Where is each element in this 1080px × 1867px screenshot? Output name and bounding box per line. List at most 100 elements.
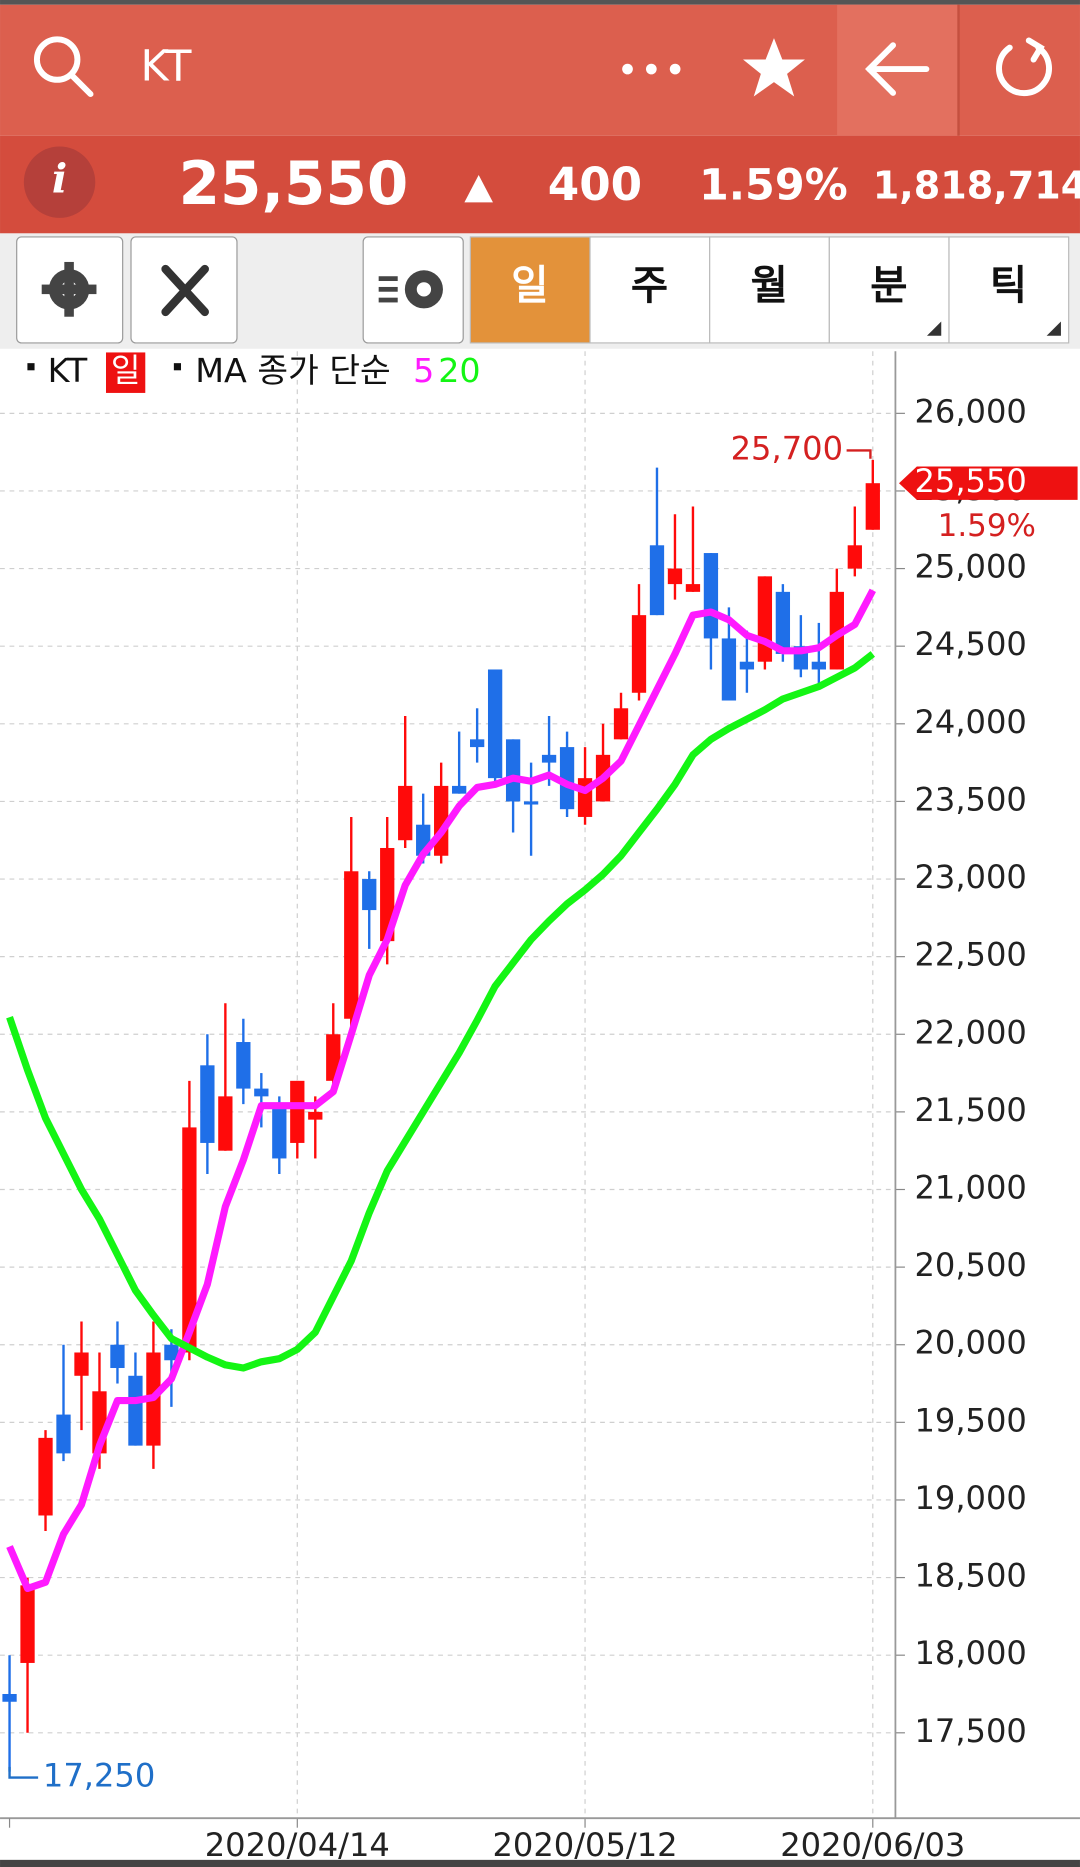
change: 400 [548, 158, 642, 211]
last-price-tag [898, 466, 1078, 500]
y-tick-label: 23,000 [914, 858, 1026, 896]
last-change-label: 1.59% [938, 508, 1036, 544]
price: 25,550 [179, 150, 409, 219]
candle-body [847, 545, 862, 569]
candle-body [38, 1437, 53, 1516]
legend-period: 일 [111, 352, 141, 390]
bottom-strip [0, 1859, 1080, 1867]
change-pct: 1.59% [699, 161, 848, 211]
legend-period-bg [105, 352, 146, 393]
tab[interactable] [828, 236, 950, 344]
candle-body [739, 661, 755, 670]
y-tick-label: 24,000 [914, 703, 1026, 741]
tab[interactable] [469, 236, 591, 344]
tab[interactable] [948, 236, 1070, 344]
y-tick-label: 18,000 [914, 1634, 1026, 1672]
status-strip [0, 0, 1080, 5]
tools-icon [161, 264, 209, 317]
x-tick-label: 2020/06/03 [780, 1826, 965, 1864]
candle-body [757, 576, 773, 662]
tab[interactable] [709, 236, 830, 344]
high-label: 25,700 [731, 429, 843, 467]
last-price-label: 25,550 [914, 462, 1026, 500]
y-tick-label: 18,500 [914, 1557, 1026, 1595]
y-tick-label: 22,500 [914, 936, 1026, 974]
symbol: KT [141, 42, 193, 92]
high-arrow [846, 449, 872, 459]
candle-body [811, 661, 826, 670]
candle-body [541, 754, 557, 763]
candle-body [254, 1088, 269, 1097]
candle-body [164, 1344, 179, 1361]
candle-body [290, 1080, 305, 1143]
tab-label: 월 [751, 261, 788, 309]
chart: 17,500 18,000 18,500 19,000 19,500 20,000 20,5… [0, 351, 1080, 1864]
y-tick-label: 24,500 [914, 625, 1026, 663]
y-tick-label: 19,000 [914, 1479, 1026, 1517]
y-tick-label: 25,000 [914, 548, 1026, 586]
y-tick-label: 26,000 [914, 392, 1026, 430]
favorite-icon[interactable] [743, 38, 805, 97]
candle-body [20, 1585, 35, 1663]
indicator-icon [378, 270, 443, 309]
ma-line [6, 588, 876, 1593]
tab[interactable] [589, 236, 711, 344]
candle-body [218, 1096, 233, 1151]
back-icon[interactable] [865, 42, 930, 96]
candle-body [721, 638, 737, 701]
y-tick-label: 21,000 [914, 1168, 1026, 1206]
low-label: 17,250 [43, 1757, 155, 1795]
x-tick-label: 2020/05/12 [492, 1826, 677, 1864]
tab-corner [1046, 321, 1061, 336]
tab-corner [926, 321, 942, 336]
candle-body [487, 669, 503, 779]
more-icon[interactable] [622, 63, 681, 75]
y-tick-label: 17,500 [914, 1712, 1026, 1750]
candle-body [685, 584, 701, 592]
volume: 1,818,714 [873, 164, 1080, 208]
candle-body [469, 739, 485, 748]
candle-body [74, 1352, 89, 1376]
y-tick-label: 20,500 [914, 1246, 1026, 1284]
up-arrow [464, 175, 493, 203]
candle-body [2, 1693, 17, 1702]
candle-body [703, 553, 719, 639]
search-icon[interactable] [33, 36, 94, 98]
candle-body [110, 1344, 125, 1369]
candle-body [631, 615, 647, 693]
candle-body [236, 1042, 251, 1089]
legend-marker [27, 363, 35, 371]
info-button[interactable] [23, 146, 96, 218]
y-tick-label: 22,000 [914, 1013, 1026, 1051]
candle-body [505, 739, 521, 802]
y-tick-label: 19,500 [914, 1401, 1026, 1439]
candle-body [398, 785, 413, 841]
chart-area [0, 348, 1080, 1860]
legend-series: 5 [413, 351, 434, 390]
candle-body [308, 1111, 323, 1120]
candle-body [182, 1127, 197, 1353]
legend-ma: MA 종가 단순 [195, 351, 390, 390]
candle-body [775, 591, 791, 654]
candle-body [559, 747, 575, 810]
candle-body [272, 1104, 287, 1159]
ma-line [6, 651, 875, 1372]
legend-symbol: KT [48, 351, 88, 390]
low-arrow [8, 1766, 39, 1779]
info-icon: i [52, 155, 67, 203]
candle-body [865, 483, 880, 530]
x-tick-label: 2020/04/14 [205, 1826, 390, 1864]
refresh-icon[interactable] [996, 37, 1052, 97]
tab-label: 주 [631, 261, 668, 309]
tab-label: 일 [511, 261, 548, 309]
candle-body [128, 1375, 143, 1446]
y-tick-label: 20,000 [914, 1324, 1026, 1362]
candle-body [362, 879, 377, 911]
tab-label: 분 [870, 261, 907, 309]
candle-body [452, 785, 467, 794]
legend-marker [173, 363, 182, 371]
y-tick-label: 23,500 [914, 780, 1026, 818]
